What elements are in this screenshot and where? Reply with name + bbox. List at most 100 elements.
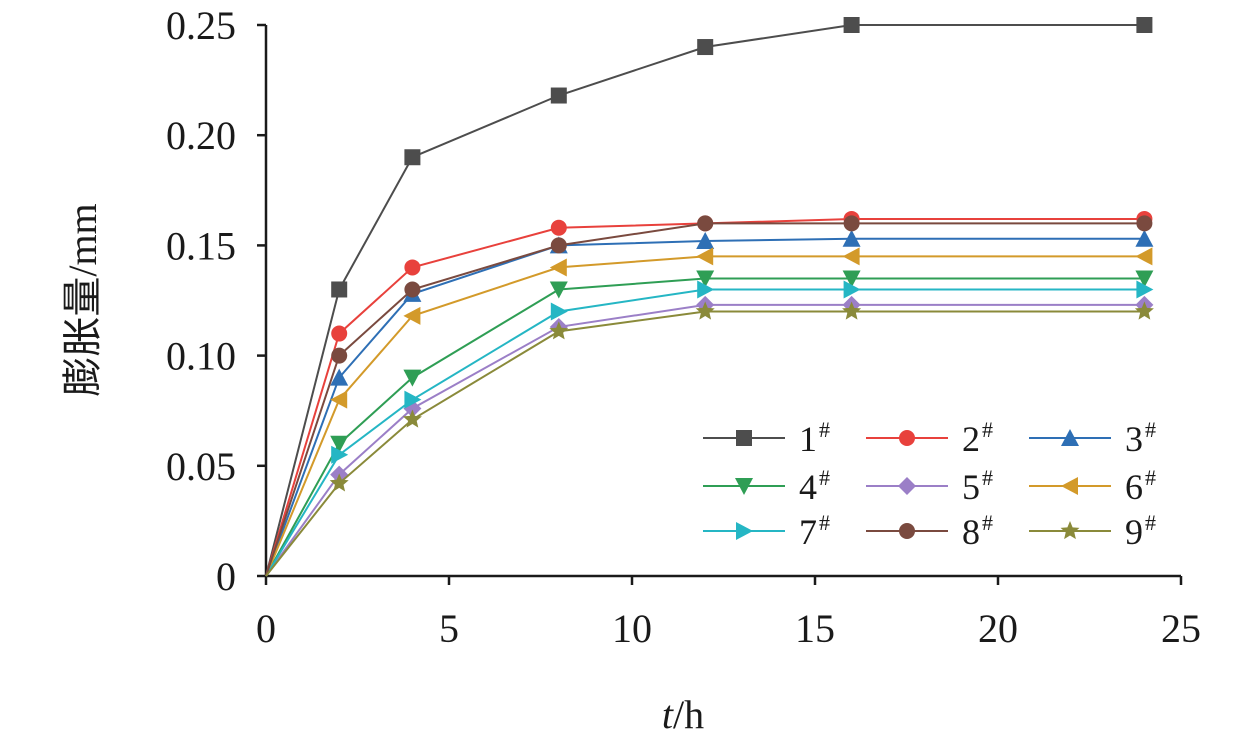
y-tick-label: 0.05	[166, 444, 236, 489]
data-point	[331, 325, 348, 342]
data-point	[330, 390, 348, 409]
data-point	[331, 281, 348, 298]
legend-label-sup: #	[819, 465, 830, 490]
data-point	[697, 215, 714, 232]
data-point	[404, 149, 421, 166]
legend-label: 1#	[799, 417, 830, 459]
data-point	[843, 215, 860, 232]
legend-label-name: 5	[962, 467, 980, 507]
data-point	[404, 281, 421, 298]
legend-label: 2#	[962, 417, 993, 459]
legend-label: 4#	[799, 465, 830, 507]
series-8	[265, 215, 1153, 577]
legend-marker	[736, 522, 753, 540]
legend-item-2: 2#	[866, 417, 993, 459]
x-tick-label: 5	[439, 606, 459, 651]
legend-item-5: 5#	[866, 465, 993, 507]
y-tick-label: 0	[216, 554, 236, 599]
data-point	[843, 17, 860, 33]
series-1	[265, 17, 1153, 577]
data-point	[550, 237, 567, 254]
x-tick-label: 20	[978, 606, 1018, 651]
legend-label-name: 3	[1125, 419, 1143, 459]
series-4	[265, 270, 1154, 577]
legend-marker	[735, 478, 753, 495]
data-point	[842, 229, 861, 247]
y-tick-label: 0.10	[166, 334, 236, 379]
data-point	[550, 219, 567, 236]
x-axis-title-var: t	[662, 692, 674, 737]
data-point	[697, 39, 714, 56]
data-point	[549, 258, 567, 277]
data-point	[695, 301, 715, 320]
legend-marker	[1061, 477, 1078, 495]
series-line-9	[265, 310, 1145, 577]
x-axis-title: t/h	[662, 692, 704, 737]
x-tick-label: 15	[795, 606, 835, 651]
legend-label-name: 8	[962, 512, 980, 552]
legend-label: 9#	[1125, 510, 1156, 552]
legend-label-name: 4	[799, 467, 817, 507]
legend-label-name: 7	[799, 512, 817, 552]
series-6	[265, 247, 1153, 577]
data-point	[550, 87, 567, 104]
data-point	[404, 390, 422, 409]
series-2	[265, 210, 1153, 577]
data-point	[1135, 270, 1154, 288]
data-point	[403, 369, 422, 387]
legend-item-3: 3#	[1029, 417, 1156, 459]
legend-label: 6#	[1125, 465, 1156, 507]
legend-label-sup: #	[1145, 510, 1156, 535]
data-point	[1135, 247, 1153, 266]
legend-marker	[1061, 429, 1079, 446]
data-point	[1136, 280, 1154, 299]
x-tick-label: 25	[1161, 606, 1201, 651]
legend-marker	[898, 477, 916, 495]
data-point	[842, 247, 860, 266]
data-point	[549, 281, 568, 299]
legend-marker	[899, 430, 915, 446]
legend-label-name: 9	[1125, 512, 1143, 552]
data-point	[550, 302, 568, 321]
y-tick-label: 0.20	[166, 113, 236, 158]
data-point	[696, 247, 714, 266]
data-point	[330, 435, 349, 453]
data-point	[1136, 17, 1153, 33]
x-axis-title-unit: /h	[673, 692, 704, 737]
legend-label: 7#	[799, 510, 830, 552]
legend-label-name: 1	[799, 419, 817, 459]
data-point	[1135, 229, 1154, 247]
legend-label-name: 2	[962, 419, 980, 459]
data-point	[696, 231, 715, 249]
legend-label-sup: #	[819, 510, 830, 535]
legend-item-4: 4#	[703, 465, 830, 507]
series-5	[265, 295, 1154, 577]
legend-item-6: 6#	[1029, 465, 1156, 507]
data-point	[402, 409, 422, 428]
data-point	[330, 368, 349, 386]
data-point	[331, 445, 349, 464]
data-point	[549, 321, 569, 340]
x-tick-label: 10	[612, 606, 652, 651]
legend-label: 8#	[962, 510, 993, 552]
legend-item-8: 8#	[866, 510, 993, 552]
legend-item-7: 7#	[703, 510, 830, 552]
legend-marker	[736, 430, 752, 446]
legend-label: 5#	[962, 465, 993, 507]
series-3	[265, 229, 1154, 577]
series-line-5	[265, 303, 1145, 577]
legend-marker	[1060, 521, 1080, 540]
legend-label-sup: #	[982, 417, 993, 442]
legend: 1# 2# 3#4# 5# 6#7# 8# 9#	[703, 417, 1156, 552]
data-point	[696, 270, 715, 288]
y-tick-label: 0.25	[166, 3, 236, 48]
data-point	[843, 280, 861, 299]
data-point	[403, 306, 421, 325]
legend-label-sup: #	[819, 417, 830, 442]
y-axis-title: 膨胀量/mm	[60, 203, 105, 396]
legend-item-9: 9#	[1029, 510, 1156, 552]
data-point	[1136, 215, 1153, 232]
data-point	[329, 473, 349, 492]
